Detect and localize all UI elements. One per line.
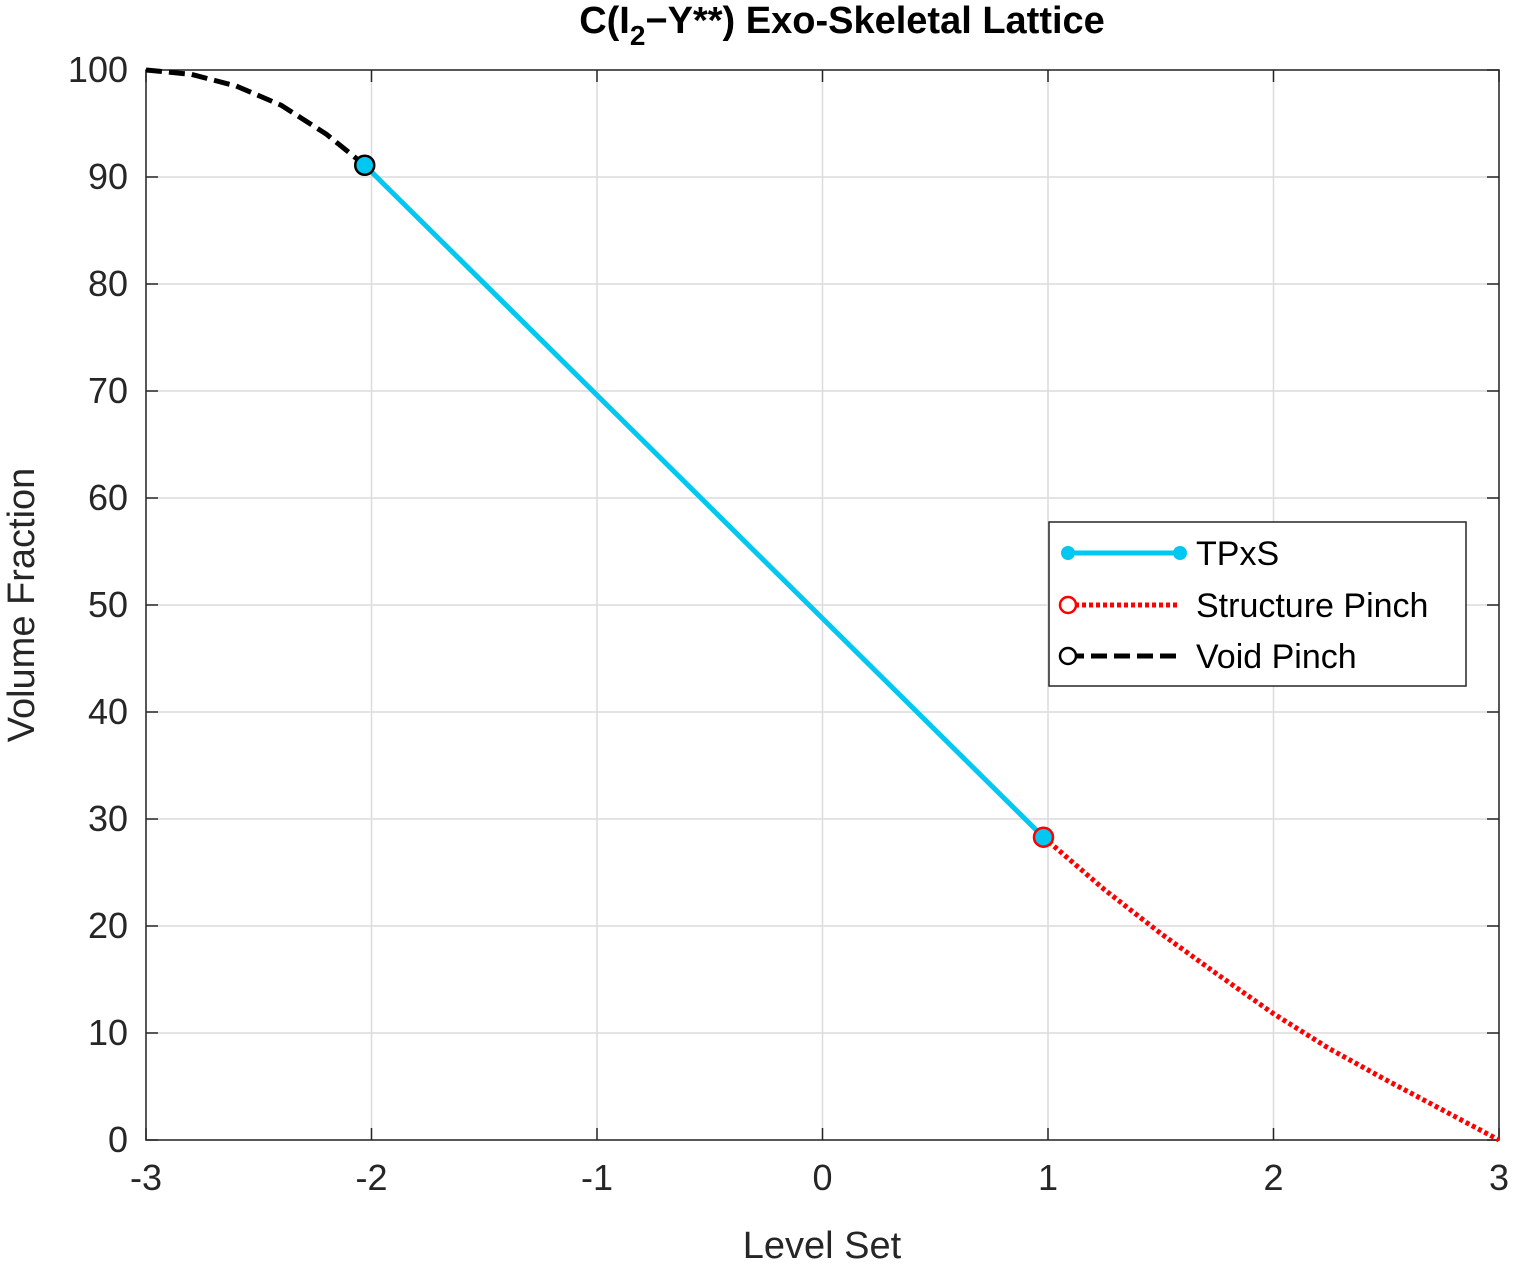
legend-marker-structure-pinch [1058,595,1078,615]
legend-marker-tpxs-end [1173,546,1187,560]
y-tick-label: 50 [88,584,128,625]
x-axis-ticks: -3 -2 -1 0 1 2 3 [130,70,1509,1198]
series-lines [145,67,1501,1143]
y-tick-label: 0 [108,1119,128,1160]
x-tick-label: 2 [1263,1157,1283,1198]
y-tick-label: 10 [88,1012,128,1053]
y-axis-label: Volume Fraction [1,468,43,743]
legend: TPxS Structure Pinch Void Pinch [1048,521,1467,687]
legend-marker-tpxs-start [1061,546,1075,560]
x-axis-label: Level Set [743,1225,902,1264]
y-tick-label: 30 [88,798,128,839]
x-tick-label: -3 [130,1157,162,1198]
x-tick-label: 3 [1489,1157,1509,1198]
y-tick-label: 20 [88,905,128,946]
series-line-tpxs [362,163,1046,839]
data-point-marker [1032,826,1055,848]
series-markers [353,154,1055,848]
y-tick-label: 100 [68,49,128,90]
x-tick-label: -2 [355,1157,387,1198]
y-tick-label: 70 [88,370,128,411]
x-tick-label: 1 [1038,1157,1058,1198]
y-axis-ticks: 0 10 20 30 40 50 60 70 80 90 100 [68,49,1499,1160]
legend-label-tpxs: TPxS [1196,535,1279,573]
legend-label-void-pinch: Void Pinch [1196,638,1357,676]
series-line-structure-pinch [1041,835,1501,1143]
y-tick-label: 60 [88,477,128,518]
y-tick-label: 80 [88,263,128,304]
y-tick-label: 40 [88,691,128,732]
x-tick-label: 0 [812,1157,832,1198]
legend-label-structure-pinch: Structure Pinch [1196,587,1428,625]
legend-marker-void-pinch [1058,646,1078,666]
y-tick-label: 90 [88,156,128,197]
data-point-marker [353,154,376,176]
chart-title: C(I2−Y**) Exo-Skeletal Lattice [579,0,1105,51]
series-line-void-pinch [145,67,367,168]
x-tick-label: -1 [581,1157,613,1198]
